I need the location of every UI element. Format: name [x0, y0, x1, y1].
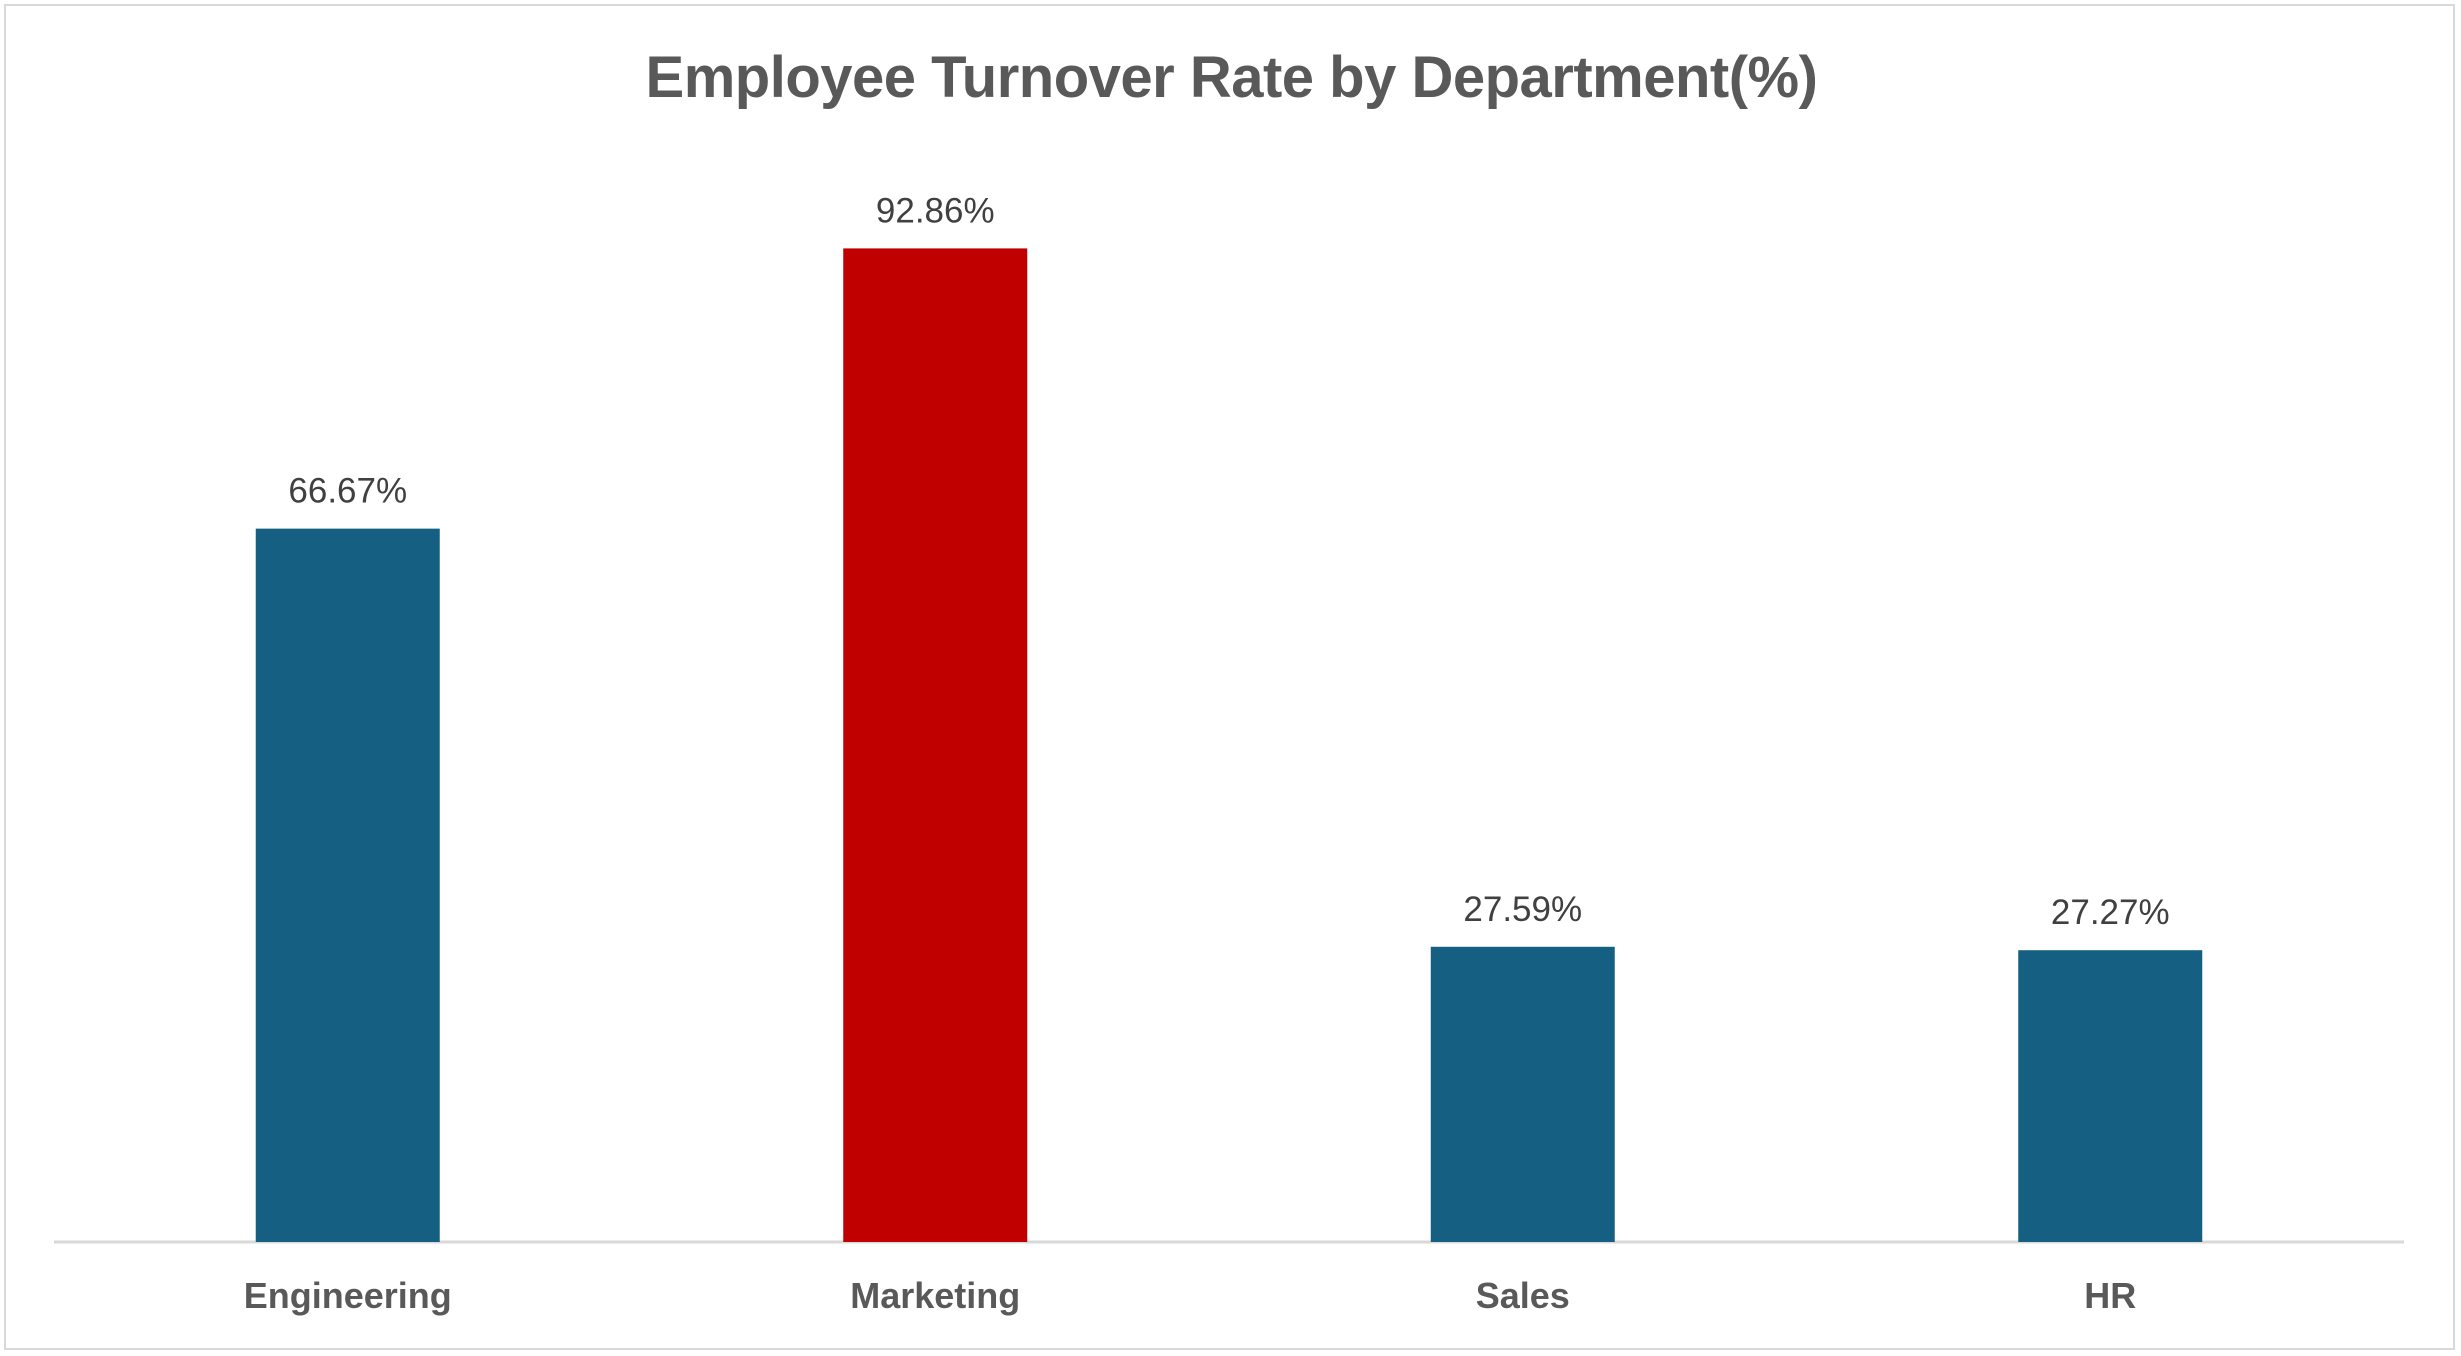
- bar-sales: [1430, 946, 1615, 1242]
- data-label-sales: 27.59%: [1463, 890, 1582, 929]
- category-label-hr: HR: [2084, 1275, 2136, 1316]
- data-label-engineering: 66.67%: [288, 472, 407, 511]
- chart-frame: Employee Turnover Rate by Department(%) …: [4, 4, 2455, 1350]
- bar-chart-plot: 66.67% Engineering 92.86% Marketing 27.59% Sa…: [54, 191, 2404, 1316]
- category-label-marketing: Marketing: [850, 1275, 1020, 1316]
- bar-hr: [2018, 950, 2203, 1242]
- category-label-sales: Sales: [1476, 1275, 1570, 1316]
- bar-engineering: [255, 528, 440, 1242]
- bar-marketing: [843, 248, 1028, 1242]
- data-label-marketing: 92.86%: [876, 191, 995, 230]
- chart-title: Employee Turnover Rate by Department(%): [645, 45, 1818, 110]
- data-label-hr: 27.27%: [2051, 893, 2170, 932]
- category-label-engineering: Engineering: [244, 1275, 452, 1316]
